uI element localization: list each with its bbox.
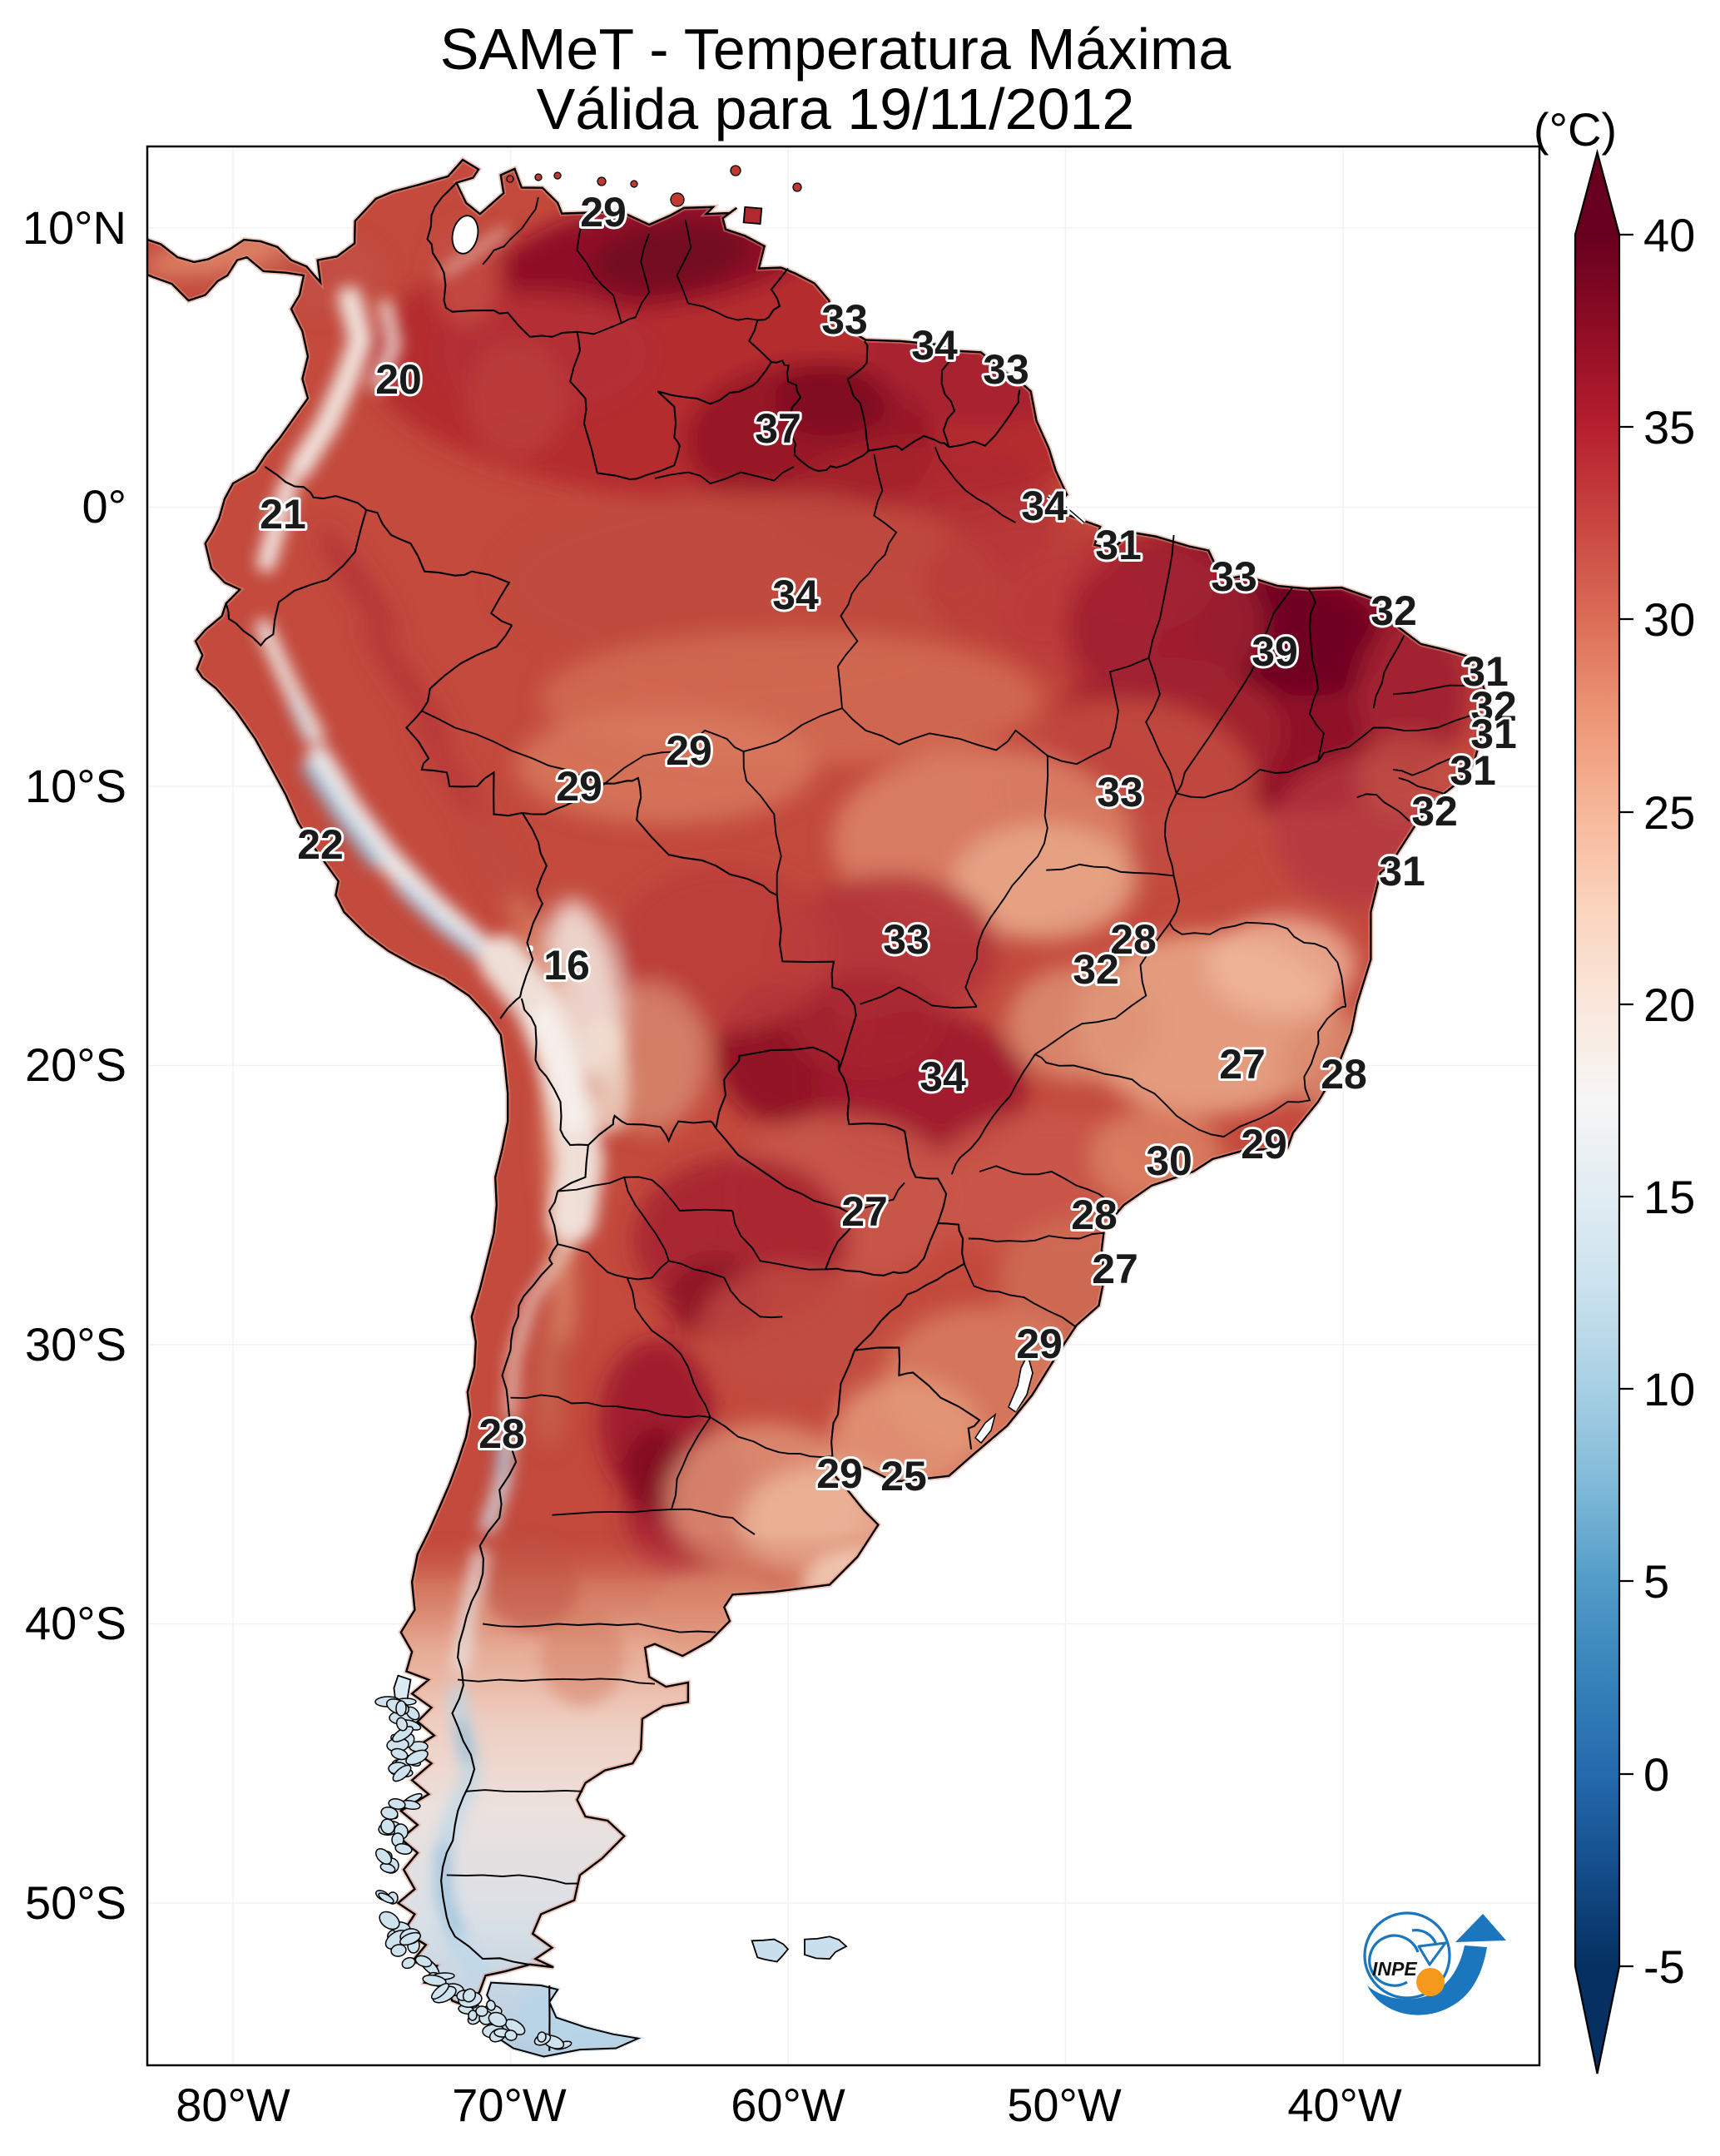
svg-text:29: 29 [1016,1321,1063,1367]
svg-text:27: 27 [841,1188,888,1235]
svg-text:29: 29 [1241,1121,1287,1167]
svg-text:35: 35 [1643,401,1695,454]
svg-text:34: 34 [772,572,819,618]
svg-text:32: 32 [1411,788,1458,835]
svg-text:32: 32 [1073,946,1119,993]
svg-text:31: 31 [1470,711,1517,757]
svg-text:50°W: 50°W [1007,2079,1122,2131]
svg-text:33: 33 [1211,553,1257,600]
svg-text:10°N: 10°N [22,201,126,254]
svg-text:31: 31 [1462,648,1509,695]
svg-text:25: 25 [880,1453,927,1499]
svg-text:40°S: 40°S [25,1597,126,1649]
svg-text:10°S: 10°S [25,760,126,812]
svg-text:33: 33 [983,346,1029,393]
svg-text:34: 34 [919,1053,966,1100]
svg-text:31: 31 [1095,522,1142,568]
svg-text:31: 31 [1379,848,1425,895]
svg-text:28: 28 [1071,1192,1118,1238]
svg-text:20°S: 20°S [25,1038,126,1091]
svg-text:20: 20 [1643,979,1695,1031]
svg-text:31: 31 [1450,747,1496,794]
svg-text:33: 33 [883,916,929,963]
svg-text:20: 20 [375,356,422,403]
svg-text:5: 5 [1643,1555,1669,1608]
svg-text:28: 28 [478,1410,525,1457]
svg-text:29: 29 [816,1450,863,1497]
svg-text:28: 28 [1110,916,1157,963]
svg-text:30°S: 30°S [25,1318,126,1370]
svg-text:21: 21 [260,491,306,538]
svg-text:33: 33 [821,296,868,343]
svg-text:INPE: INPE [1372,1958,1417,1980]
svg-text:15: 15 [1643,1171,1695,1223]
svg-text:10: 10 [1643,1363,1695,1415]
svg-text:30: 30 [1146,1137,1192,1184]
svg-text:Válida para 19/11/2012: Válida para 19/11/2012 [537,77,1135,141]
svg-text:39: 39 [1252,628,1298,675]
svg-text:30: 30 [1643,593,1695,646]
svg-text:27: 27 [1092,1246,1138,1292]
svg-text:70°W: 70°W [452,2079,567,2131]
svg-text:0°: 0° [82,480,126,533]
svg-text:27: 27 [1219,1041,1266,1088]
svg-text:34: 34 [911,322,958,369]
svg-text:32: 32 [1371,587,1417,634]
svg-text:37: 37 [755,405,801,452]
svg-text:29: 29 [556,763,602,810]
svg-text:34: 34 [1021,483,1068,529]
svg-text:-5: -5 [1643,1940,1685,1993]
svg-text:22: 22 [297,821,344,868]
svg-text:16: 16 [543,942,590,989]
svg-text:50°S: 50°S [25,1876,126,1929]
svg-text:SAMeT - Temperatura Máxima: SAMeT - Temperatura Máxima [440,17,1232,82]
svg-text:28: 28 [1321,1051,1367,1098]
svg-text:60°W: 60°W [731,2079,845,2131]
svg-text:29: 29 [666,727,712,774]
svg-text:25: 25 [1643,786,1695,839]
svg-text:(°C): (°C) [1534,103,1617,156]
svg-text:40: 40 [1643,209,1695,261]
svg-text:33: 33 [1097,769,1143,815]
svg-text:40°W: 40°W [1287,2079,1402,2131]
svg-text:0: 0 [1643,1748,1669,1801]
svg-text:32: 32 [1470,683,1517,730]
svg-text:29: 29 [580,189,627,235]
svg-text:80°W: 80°W [176,2079,290,2131]
